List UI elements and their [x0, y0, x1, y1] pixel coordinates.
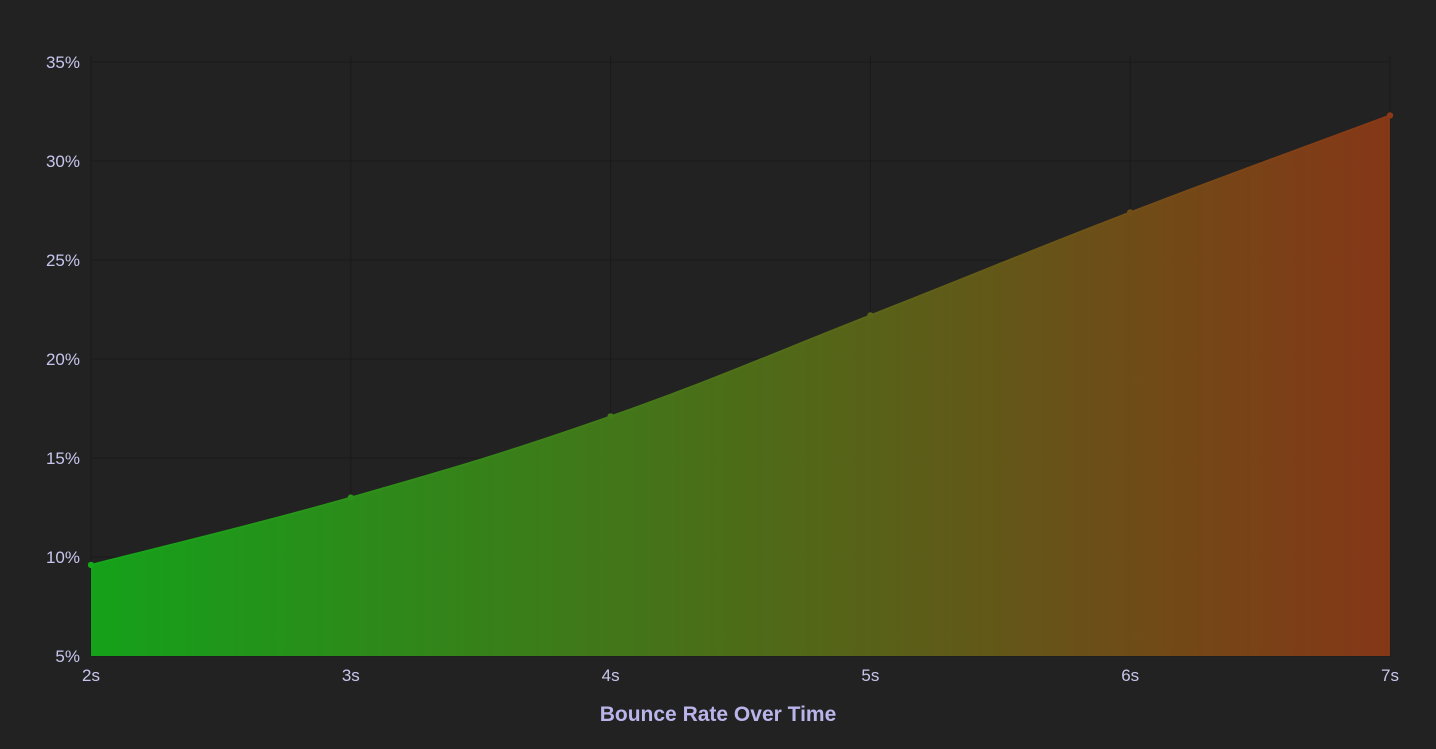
y-tick-label: 15% — [46, 449, 80, 468]
data-point[interactable] — [1127, 209, 1134, 216]
x-tick-label: 4s — [602, 666, 620, 685]
y-tick-label: 20% — [46, 350, 80, 369]
y-tick-label: 35% — [46, 53, 80, 72]
y-axis-ticks: 5% 10% 15% 20% 25% 30% 35% — [46, 53, 80, 666]
data-points — [87, 112, 1394, 569]
x-tick-label: 2s — [82, 666, 100, 685]
y-tick-label: 25% — [46, 251, 80, 270]
data-point[interactable] — [347, 494, 354, 501]
x-axis-title: Bounce Rate Over Time — [600, 703, 837, 726]
x-tick-label: 7s — [1381, 666, 1399, 685]
y-tick-label: 5% — [55, 647, 80, 666]
data-point[interactable] — [607, 413, 614, 420]
data-point[interactable] — [87, 561, 95, 569]
data-area — [90, 114, 1391, 656]
y-tick-label: 30% — [46, 152, 80, 171]
series-area — [91, 115, 1390, 656]
x-axis-ticks: 2s 3s 4s 5s 6s 7s — [82, 666, 1399, 685]
series-line — [90, 114, 1391, 566]
y-tick-label: 10% — [46, 548, 80, 567]
x-tick-label: 5s — [861, 666, 879, 685]
data-point[interactable] — [1386, 112, 1394, 119]
data-point[interactable] — [867, 312, 874, 319]
x-tick-label: 6s — [1121, 666, 1139, 685]
x-tick-label: 3s — [342, 666, 360, 685]
